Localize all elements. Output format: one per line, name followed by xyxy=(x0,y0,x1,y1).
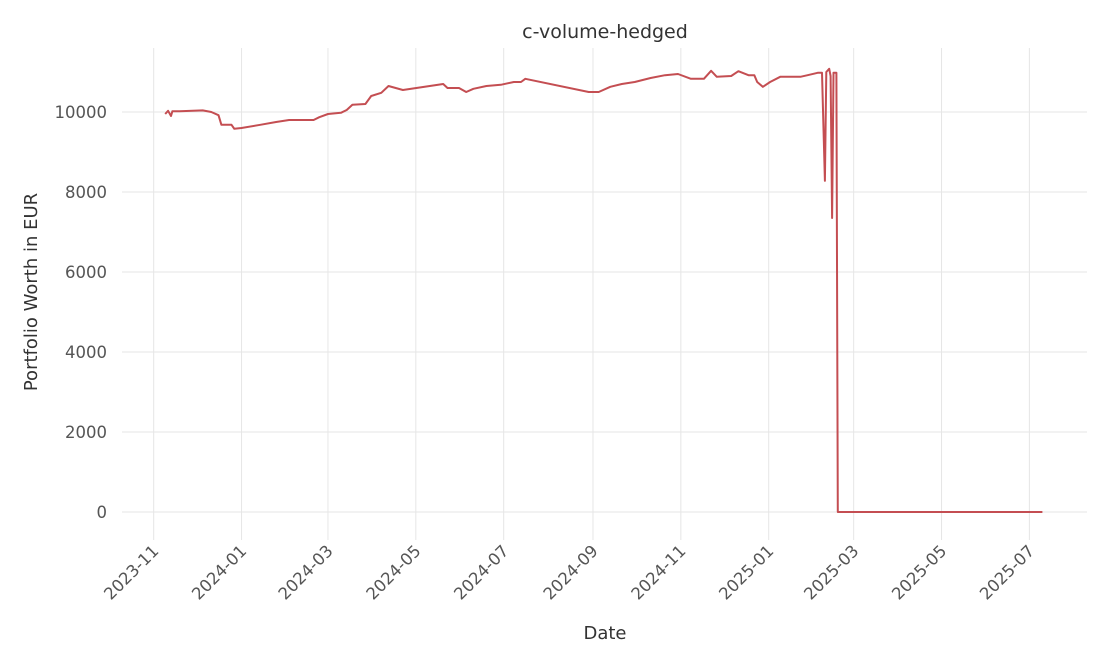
x-tick-label: 2023-11 xyxy=(100,541,162,603)
x-tick-label: 2024-01 xyxy=(188,541,250,603)
y-tick-label: 6000 xyxy=(65,263,107,282)
x-tick-label: 2024-05 xyxy=(362,541,424,603)
data-line xyxy=(164,67,1043,513)
y-tick-label: 0 xyxy=(97,503,108,522)
x-tick-label: 2024-03 xyxy=(275,541,337,603)
y-axis-label: Portfolio Worth in EUR xyxy=(21,193,42,391)
x-tick-label: 2025-01 xyxy=(715,541,777,603)
x-tick-label: 2025-03 xyxy=(800,541,862,603)
x-tick-label: 2024-07 xyxy=(450,541,512,603)
y-tick-label: 8000 xyxy=(65,183,107,202)
x-tick-label: 2025-05 xyxy=(888,541,950,603)
y-tick-label: 10000 xyxy=(55,103,108,122)
y-tick-label: 2000 xyxy=(65,423,107,442)
x-tick-label: 2024-09 xyxy=(540,541,602,603)
x-tick-label: 2025-07 xyxy=(976,541,1038,603)
x-tick-label: 2024-11 xyxy=(627,541,689,603)
y-tick-label: 4000 xyxy=(65,343,107,362)
x-axis-label: Date xyxy=(583,623,626,644)
chart-title: c-volume-hedged xyxy=(522,21,688,43)
